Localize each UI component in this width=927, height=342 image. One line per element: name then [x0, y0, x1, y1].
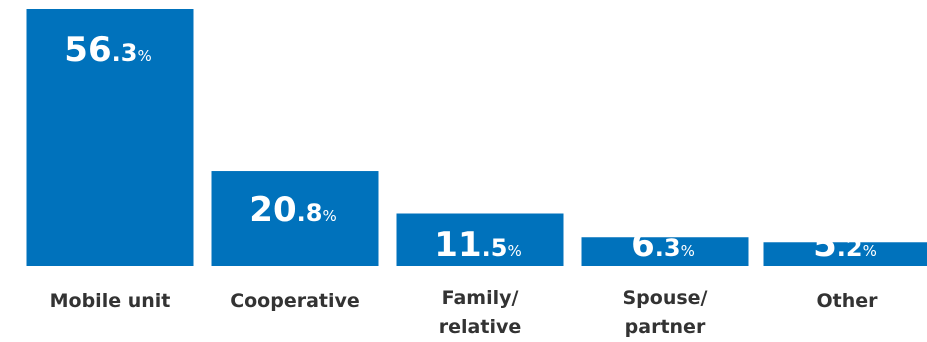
- value-int: 56: [64, 30, 111, 70]
- category-label-4: Other: [816, 290, 878, 312]
- value-label-3: 6.3%: [631, 225, 695, 265]
- value-int: 11: [434, 225, 481, 265]
- value-unit: %: [137, 47, 151, 65]
- value-unit: %: [863, 242, 877, 260]
- value-label-1: 20.8%: [249, 190, 336, 230]
- category-label-0: Mobile unit: [50, 290, 171, 312]
- bar-0: [26, 9, 194, 266]
- value-label-4: 5.2%: [813, 225, 877, 265]
- value-dec: .8: [297, 199, 323, 227]
- category-label-2: Family/relative: [439, 287, 521, 338]
- value-unit: %: [507, 242, 521, 260]
- category-label-3: Spouse/partner: [623, 287, 708, 338]
- bar-3: [581, 237, 749, 266]
- value-dec: .3: [112, 39, 138, 67]
- value-int: 20: [249, 190, 296, 230]
- value-unit: %: [681, 242, 695, 260]
- value-dec: .5: [482, 234, 508, 262]
- value-int: 6: [631, 225, 655, 265]
- value-labels-group: 56.3%20.8%11.5% 6.3% 5.2%: [64, 30, 877, 265]
- value-int: 5: [813, 225, 837, 265]
- bar-2: [396, 213, 564, 266]
- value-dec: .2: [837, 234, 863, 262]
- bar-1: [211, 171, 379, 266]
- value-label-2: 11.5%: [434, 225, 521, 265]
- value-dec: .3: [655, 234, 681, 262]
- value-unit: %: [322, 207, 336, 225]
- bar-4: [763, 242, 927, 266]
- category-label-1: Cooperative: [230, 290, 360, 312]
- category-labels-group: Mobile unit Cooperative Family/relative Spo…: [50, 287, 879, 338]
- bars-group: [26, 9, 927, 266]
- value-label-0: 56.3%: [64, 30, 151, 70]
